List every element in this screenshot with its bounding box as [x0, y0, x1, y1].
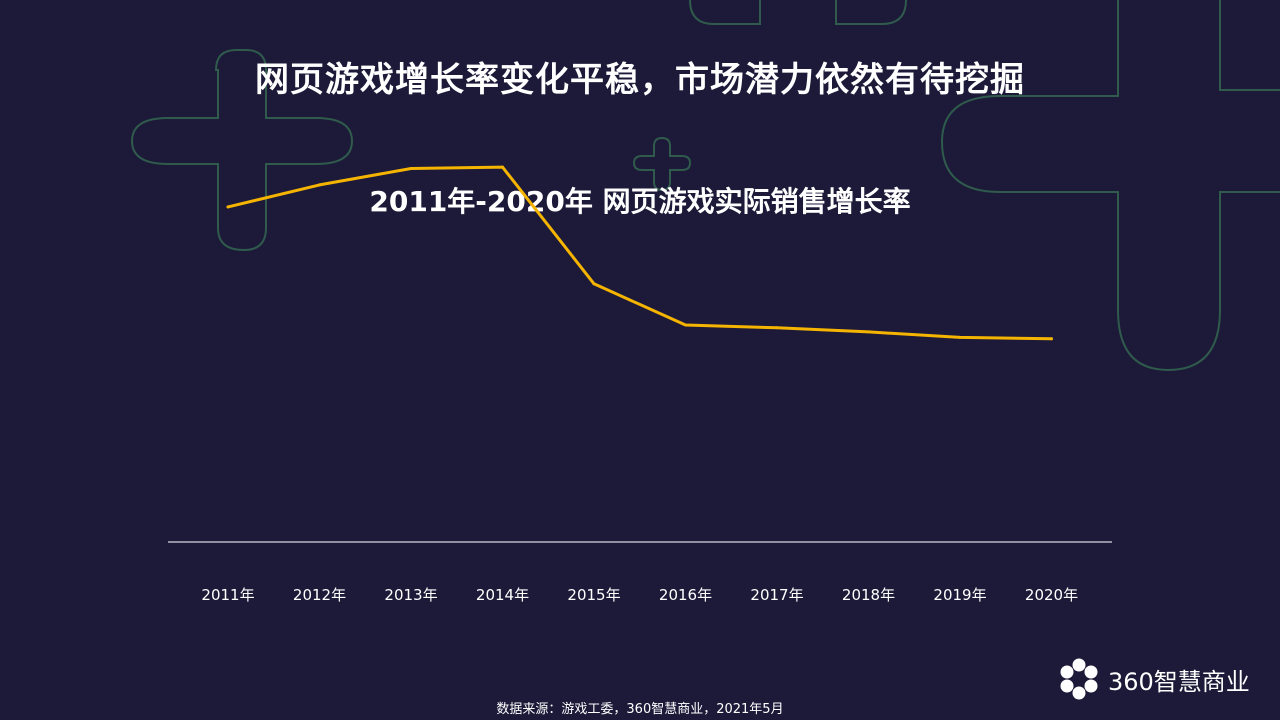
data-point: [1050, 337, 1053, 341]
data-point: [684, 323, 687, 327]
x-tick-label: 2017年: [750, 586, 803, 604]
data-point: [592, 282, 596, 286]
data-point: [775, 326, 779, 330]
data-point: [958, 335, 962, 339]
page-title: 网页游戏增长率变化平稳，市场潜力依然有待挖掘: [255, 60, 1025, 100]
x-tick-label: 2011年: [201, 586, 254, 604]
data-source-note: 数据来源：游戏工委，360智慧商业，2021年5月: [496, 702, 784, 717]
x-tick-label: 2015年: [567, 586, 620, 604]
brand-logo: 360智慧商业: [1056, 656, 1250, 702]
series-line: [226, 165, 1053, 341]
x-tick-label: 2013年: [384, 586, 437, 604]
x-tick-label: 2020年: [1025, 586, 1078, 604]
data-point: [318, 183, 321, 187]
360-flower-logo-icon: [1060, 658, 1098, 700]
x-tick-label: 2014年: [476, 586, 529, 604]
x-tick-label: 2019年: [933, 586, 986, 604]
plus-shape-top: [689, 0, 907, 25]
chart-title: 2011年-2020年 网页游戏实际销售增长率: [369, 185, 911, 218]
data-point: [501, 165, 504, 169]
data-point: [867, 330, 870, 334]
data-point: [409, 166, 413, 170]
logo-text: 360智慧商业: [1108, 667, 1250, 696]
data-point: [226, 205, 230, 209]
plus-shape-left: [130, 49, 354, 252]
plus-shape-right: [940, 0, 1280, 372]
plus-shape-small: [632, 136, 692, 192]
x-tick-label: 2016年: [659, 586, 712, 604]
x-tick-label: 2018年: [842, 586, 895, 604]
x-tick-label: 2012年: [293, 586, 346, 604]
